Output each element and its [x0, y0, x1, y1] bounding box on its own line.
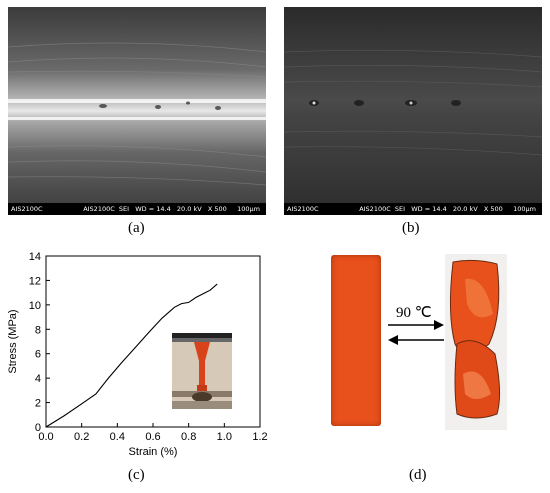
y-axis-label: Stress (MPa)	[7, 309, 19, 373]
y-tick-label: 0	[35, 422, 41, 434]
caption-a: (a)	[128, 220, 145, 236]
sem-info-bar-b: AIS2100C AIS2100C SEI WD = 14.4 20.0 kV …	[284, 203, 542, 215]
sem-label-right-a: AIS2100C SEI WD = 14.4 20.0 kV X 500 100…	[83, 205, 260, 213]
temperature-label: 90 ℃	[396, 305, 432, 321]
x-axis-label: Strain (%)	[129, 446, 178, 458]
sem-image-a: AIS2100C AIS2100C SEI WD = 14.4 20.0 kV …	[8, 7, 266, 215]
reversible-arrows	[388, 320, 444, 345]
y-tick-label: 10	[29, 300, 41, 312]
caption-b: (b)	[402, 220, 420, 236]
y-tick-label: 2	[35, 398, 41, 410]
sem-label-right-b: AIS2100C SEI WD = 14.4 20.0 kV X 500 100…	[359, 205, 536, 213]
y-tick-label: 4	[35, 373, 41, 385]
caption-d: (d)	[409, 467, 427, 483]
x-tick-label: 0.2	[74, 431, 89, 443]
sem-label-left-a: AIS2100C	[11, 205, 43, 213]
y-tick-label: 8	[35, 324, 41, 336]
x-tick-label: 1.0	[217, 431, 232, 443]
sem-texture-a	[8, 7, 266, 215]
sem-texture-b	[284, 7, 542, 215]
caption-c: (c)	[128, 467, 145, 483]
x-tick-label: 1.2	[252, 431, 267, 443]
x-tick-label: 0.4	[110, 431, 125, 443]
sem-label-left-b: AIS2100C	[287, 205, 319, 213]
sem-info-bar-a: AIS2100C AIS2100C SEI WD = 14.4 20.0 kV …	[8, 203, 266, 215]
stress-strain-chart: 0.0 0.2 0.4 0.6 0.8 1.0 1.2 0 2 4 6 8 10 12 14 Strain (…	[7, 251, 268, 458]
x-tick-label: 0.6	[145, 431, 160, 443]
y-tick-label: 12	[29, 275, 41, 287]
y-tick-label: 6	[35, 349, 41, 361]
x-tick-label: 0.0	[38, 431, 53, 443]
sem-image-b: AIS2100C AIS2100C SEI WD = 14.4 20.0 kV …	[284, 7, 542, 215]
twisted-film-photo	[445, 254, 507, 430]
x-tick-label: 0.8	[181, 431, 196, 443]
flat-film-photo	[331, 255, 381, 426]
chart-plot-area: 0.0 0.2 0.4 0.6 0.8 1.0 1.2 0 2 4 6 8 10 12 14 Strain (…	[7, 251, 268, 458]
stress-strain-line	[45, 283, 218, 428]
y-tick-label: 14	[29, 251, 41, 263]
inset-photo	[172, 333, 232, 409]
